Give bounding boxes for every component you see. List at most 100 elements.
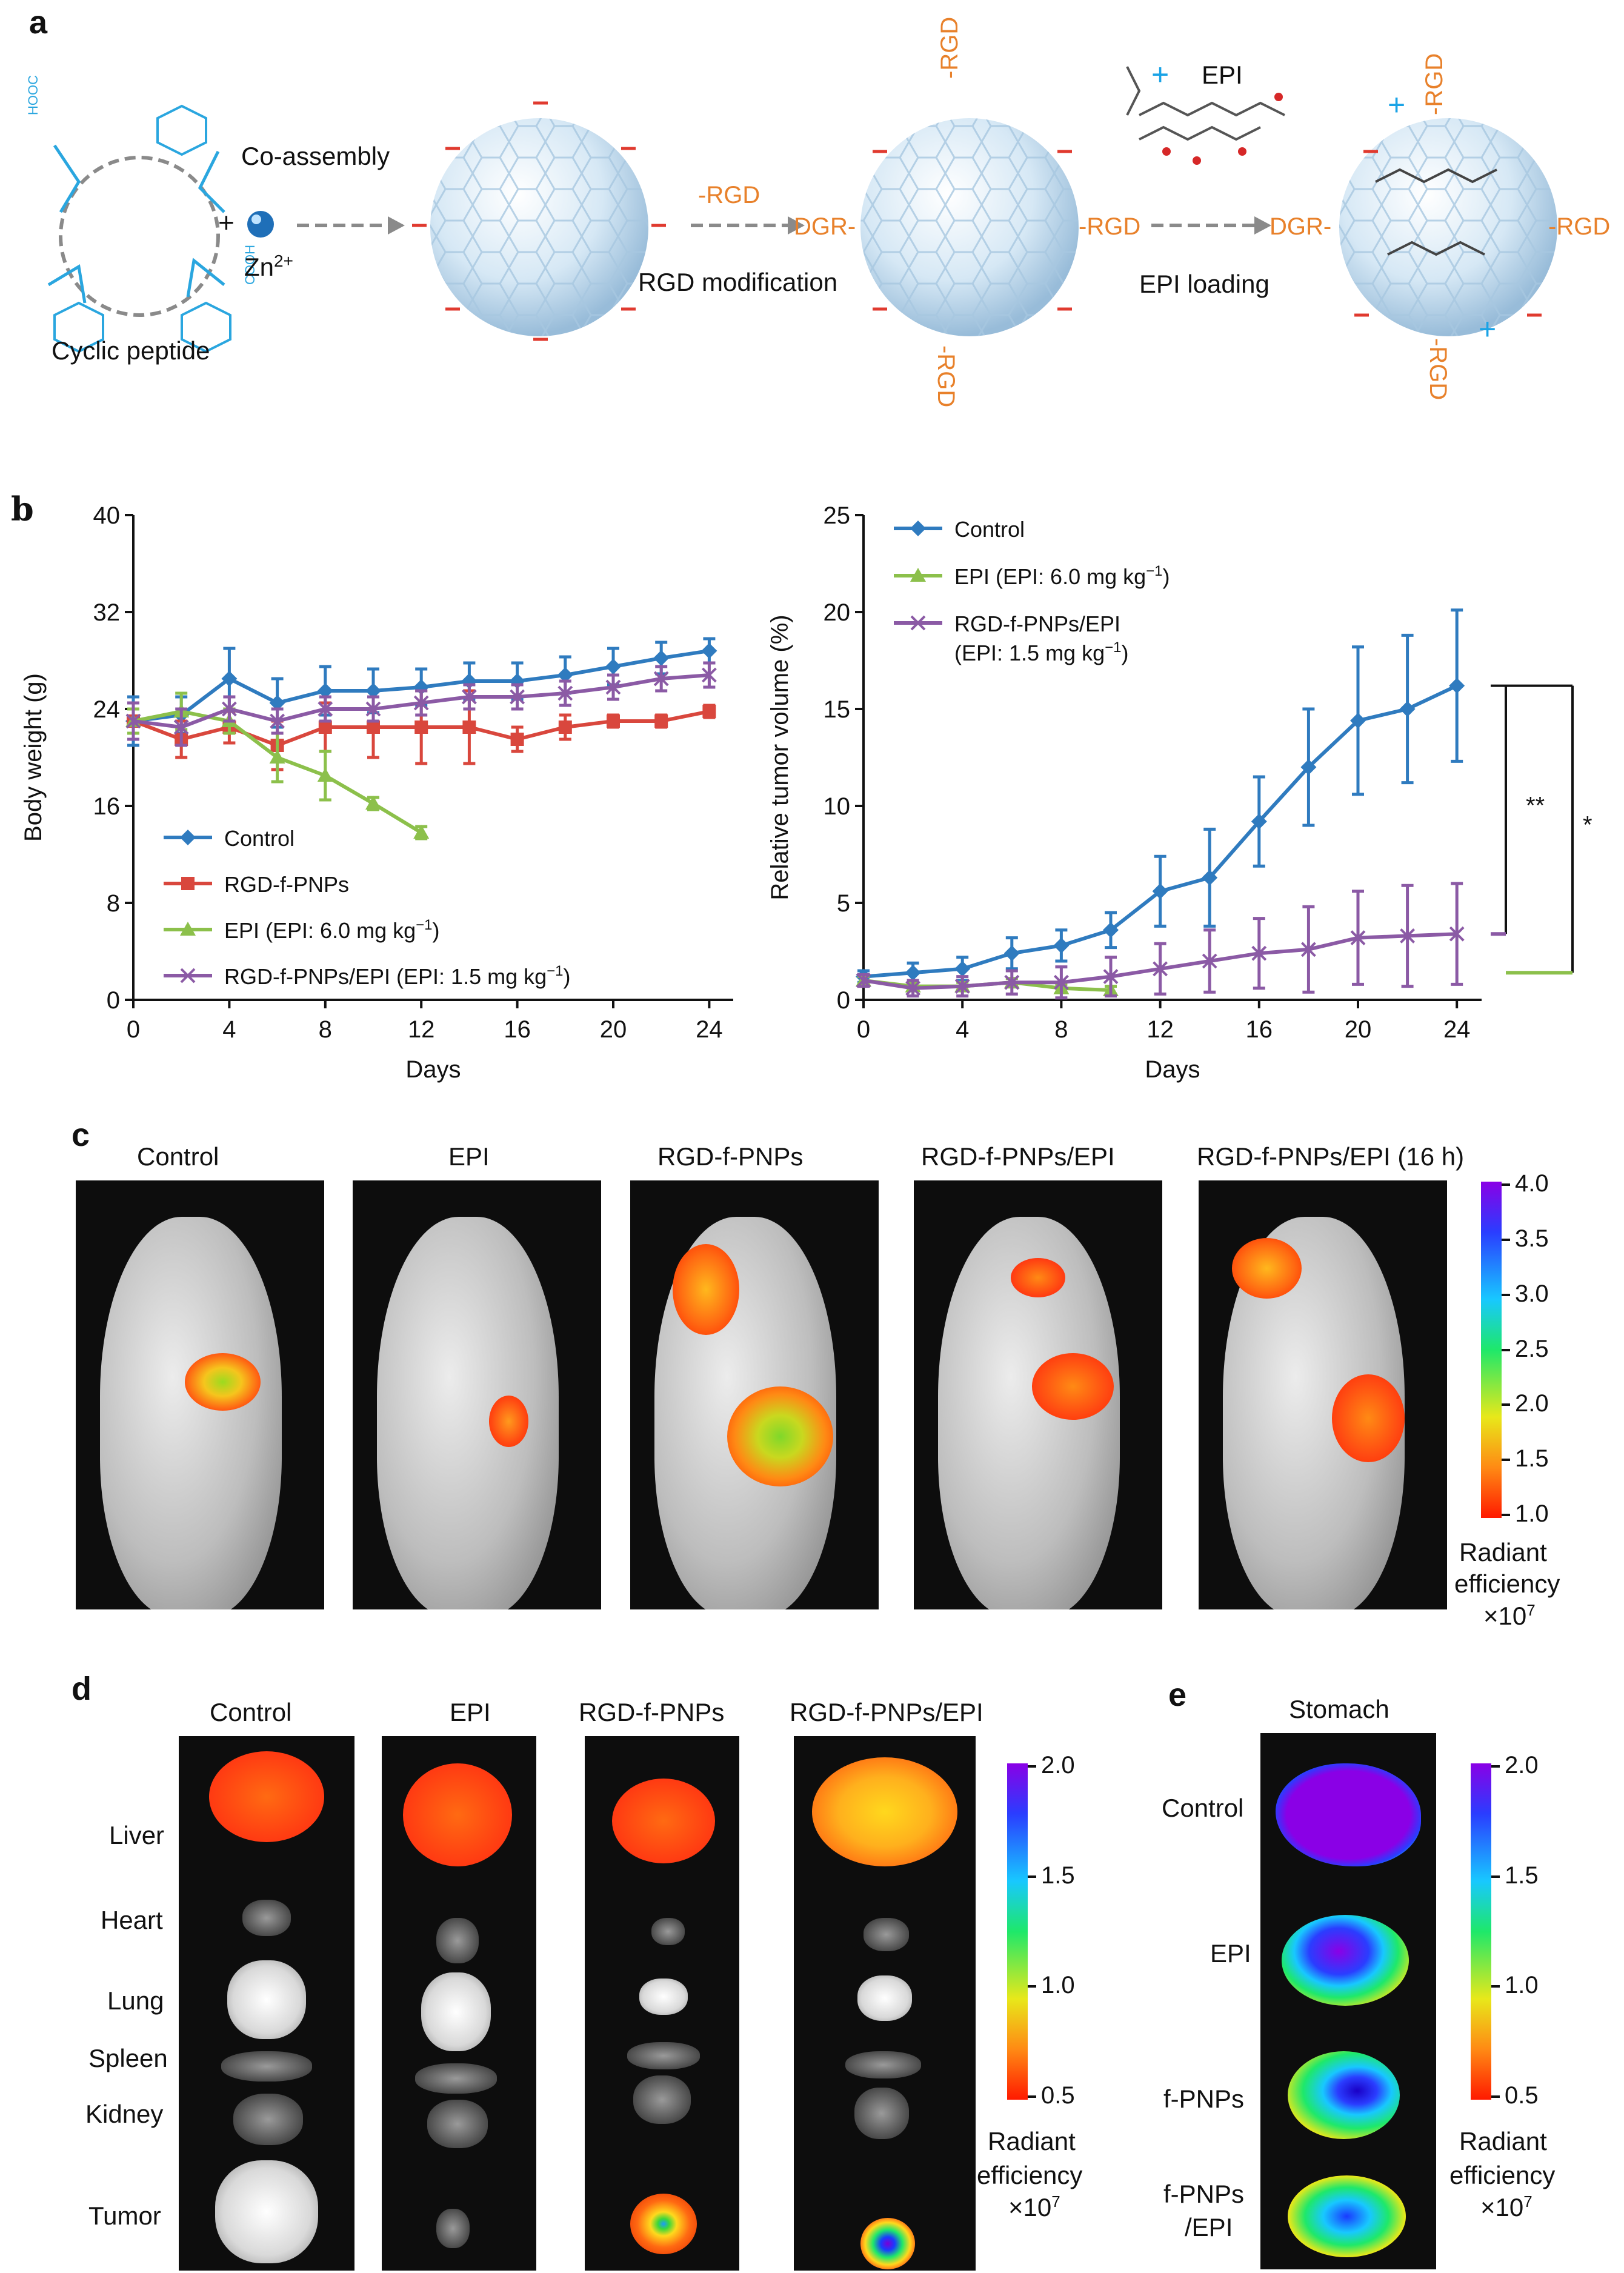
colorbar-c-unit: ×107 [1483,1601,1536,1630]
panel-letter-b: b [11,490,34,528]
epi-molecule [1126,66,1285,141]
data-point [905,965,921,981]
data-point [1350,713,1366,729]
data-point [905,980,921,996]
data-point [558,721,572,734]
x-tick-label: 20 [600,1016,627,1043]
co-assembly-label: Co-assembly [241,142,390,170]
e-title-stomach: Stomach [1289,1695,1389,1723]
data-point [125,713,141,729]
y-tick-label: 5 [837,890,850,917]
colorbar-e-tick [1491,1985,1500,1988]
colorbar-d-tick [1028,1875,1036,1878]
organ-spleen-label: Spleen [88,2044,168,2072]
c-label-control: Control [137,1142,219,1171]
c-label-rgd-f-pnps: RGD-f-PNPs [657,1142,804,1171]
zn-ion-sphere [247,211,274,238]
svg-text:+: + [1479,312,1496,346]
colorbar-e [1471,1763,1491,2100]
y-axis-label: Relative tumor volume (%) [767,614,793,900]
cyclic-peptide-structure [47,104,231,353]
colorbar-e-unit: ×107 [1480,2192,1532,2221]
colorbar-c-tick [1502,1459,1510,1462]
legend-label: (EPI: 1.5 mg kg−1) [954,639,1128,665]
data-point [1449,677,1465,694]
data-point [653,671,669,687]
y-tick-label: 8 [107,890,120,917]
panel-letter-e: e [1168,1677,1187,1713]
legend-label: RGD-f-PNPs/EPI (EPI: 1.5 mg kg−1) [224,963,571,989]
colorbar-d-tick-label: 1.5 [1041,1862,1075,1889]
colorbar-c-tick-label: 4.0 [1515,1170,1549,1197]
data-point [317,768,333,782]
data-point [1300,942,1316,957]
panel-letter-a: a [29,4,48,41]
mouse-image-epi [353,1180,601,1609]
legend-item-1: RGD-f-PNPs [164,872,349,897]
colorbar-d [1007,1763,1028,2100]
data-point [462,721,476,734]
colorbar-c-title-1: Radiant [1459,1538,1547,1566]
y-tick-label: 10 [824,793,851,820]
significance-label: * [1583,811,1592,838]
e-row-f-pnps-epi-2: /EPI [1185,2213,1233,2241]
y-tick-label: 20 [824,599,851,626]
organ-liver-label: Liver [109,1821,165,1849]
legend-item-0: Control [164,826,295,851]
colorbar-e-tick [1491,1875,1500,1878]
y-tick-label: 0 [837,987,850,1014]
data-point [1153,961,1168,977]
colorbar-d-title-1: Radiant [988,2127,1076,2155]
data-point [413,695,429,711]
legend-label: RGD-f-PNPs/EPI [954,611,1120,636]
data-point [317,683,333,699]
data-point [269,695,285,711]
colorbar-d-tick [1028,1765,1036,1768]
legend-label: RGD-f-PNPs [224,872,349,897]
x-tick-label: 24 [696,1016,723,1043]
legend-item-2: RGD-f-PNPs/EPI (EPI: 1.5 mg kg−1) [894,611,1128,665]
e-row-f-pnps-epi-1: f-PNPs [1163,2180,1245,2208]
data-point [1152,883,1168,899]
nanoparticle-2 [860,118,1079,336]
colorbar-d-title-2: efficiency [977,2161,1083,2189]
organs-image-rgd-f-pnps-epi [794,1736,976,2271]
tumor-volume-chart: 0 4 8 12 16 20 24 0 5 10 15 20 25 Days Relative tumor … [767,502,1592,1083]
data-point [557,685,573,701]
colorbar-d-tick-label: 0.5 [1041,2082,1075,2109]
data-point [954,979,970,994]
data-point [1251,945,1267,961]
legend-item-1: EPI (EPI: 6.0 mg kg−1) [894,563,1170,589]
legend-item-2: EPI (EPI: 6.0 mg kg−1) [164,917,440,943]
dgr-left-1: DGR- [794,213,856,240]
data-point [954,960,971,977]
organ-heart-label: Heart [101,1906,163,1934]
data-point [461,689,477,705]
x-axis-label: Days [405,1056,461,1083]
rgd-bottom-1: -RGD [933,345,959,408]
y-tick-label: 32 [93,599,121,626]
legend-label: EPI (EPI: 6.0 mg kg−1) [224,917,440,943]
epi-label: EPI [1202,61,1243,89]
data-point [270,713,285,729]
organs-image-epi [382,1736,536,2271]
data-point [221,671,238,687]
x-tick-label: 8 [1054,1016,1068,1043]
legend-item-3: RGD-f-PNPs/EPI (EPI: 1.5 mg kg−1) [164,963,571,989]
epi-loading-label: EPI loading [1139,270,1270,298]
x-tick-label: 20 [1345,1016,1372,1043]
dgr-left-2: DGR- [1270,213,1332,240]
x-tick-label: 0 [127,1016,140,1043]
plus-sign: + [218,207,235,238]
colorbar-e-tick [1491,1765,1500,1768]
hooc-label: HOOC [25,75,41,115]
y-tick-label: 25 [824,502,851,529]
colorbar-c-tick-label: 1.5 [1515,1445,1549,1473]
colorbar-c-tick-label: 3.0 [1515,1280,1549,1307]
mouse-image-rgd-f-pnps [630,1180,879,1609]
mouse-image-rgd-f-pnps-epi-16h [1199,1180,1447,1609]
data-point [1004,974,1020,990]
d-col-control: Control [210,1698,292,1726]
y-tick-label: 15 [824,696,851,723]
rgd-bottom-2: -RGD [1425,338,1451,401]
